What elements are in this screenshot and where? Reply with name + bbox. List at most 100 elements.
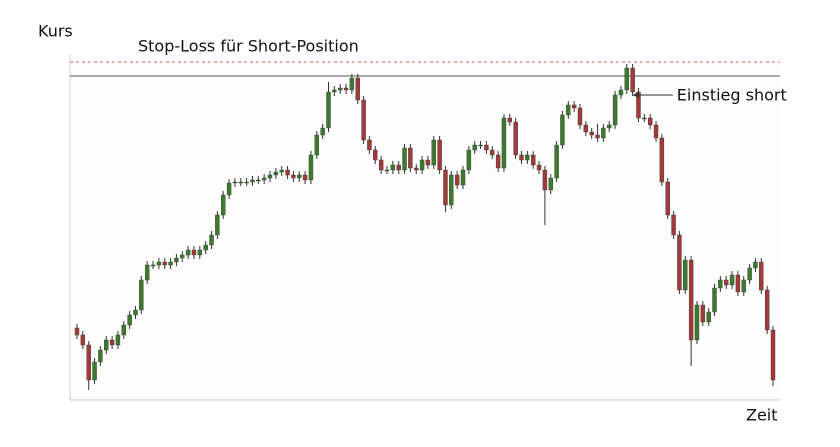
candle-body <box>671 214 676 236</box>
candle-body <box>80 334 86 346</box>
candle-body <box>519 154 524 161</box>
candle-body <box>542 169 548 191</box>
candle-body <box>215 214 220 236</box>
candle-body <box>478 144 483 147</box>
candle-body <box>150 264 156 267</box>
candle-body <box>525 154 530 161</box>
candle-body <box>764 289 770 331</box>
y-axis-label: Kurs <box>38 22 73 41</box>
candle-body <box>636 91 641 119</box>
candle-body <box>548 177 553 191</box>
candle-body <box>729 274 735 286</box>
candle-body <box>747 267 752 281</box>
candle-body <box>285 169 290 176</box>
candle-body <box>320 127 325 136</box>
candle-body <box>531 154 536 166</box>
candle-body <box>250 179 255 183</box>
candle-body <box>308 154 314 181</box>
candle-body <box>174 257 179 263</box>
candle-body <box>665 181 670 216</box>
candle-body <box>536 164 542 171</box>
candle-body <box>314 134 319 156</box>
candle-body <box>209 234 214 246</box>
candle-body <box>261 177 267 181</box>
candle-body <box>98 349 103 363</box>
candle-body <box>221 194 226 216</box>
candle-body <box>653 124 659 139</box>
stop-loss-label: Stop-Loss für Short-Position <box>138 37 359 56</box>
candle-body <box>741 279 746 293</box>
candle-body <box>232 181 238 184</box>
candle-body <box>443 169 448 206</box>
candle-body <box>127 314 132 326</box>
candle-body <box>472 144 477 151</box>
candle-body <box>642 117 647 120</box>
candle-body <box>361 99 366 141</box>
candle-body <box>583 124 589 133</box>
candle-body <box>595 134 600 139</box>
candle-body <box>92 361 97 381</box>
candle-body <box>191 249 197 256</box>
candle-body <box>718 279 723 289</box>
candle-body <box>139 279 144 311</box>
candle-body <box>577 107 583 126</box>
candle-body <box>302 174 308 181</box>
candle-body <box>419 159 425 171</box>
candle-body <box>490 149 495 156</box>
plot-area <box>70 55 780 400</box>
candle-body <box>133 309 138 316</box>
candle-body <box>180 254 185 259</box>
candle-body <box>109 339 115 346</box>
candle-body <box>168 261 173 266</box>
candle-body <box>624 67 629 91</box>
arrow-head <box>632 92 639 98</box>
x-axis-label: Zeit <box>746 406 778 425</box>
candle-body <box>74 327 80 336</box>
candle-body <box>571 104 577 109</box>
candle-body <box>425 159 431 166</box>
candle-body <box>501 117 507 169</box>
candle-body <box>104 339 109 351</box>
candle-body <box>495 154 501 169</box>
candle-body <box>378 159 384 171</box>
candle-body <box>589 131 594 136</box>
candle-body <box>349 77 355 91</box>
candle-body <box>197 249 203 256</box>
candle-body <box>156 261 162 266</box>
candle-body <box>402 147 407 171</box>
candle-body <box>390 164 396 171</box>
candle-body <box>554 144 559 179</box>
candle-body <box>121 324 126 336</box>
candle-body <box>683 259 688 291</box>
candle-body <box>694 304 700 341</box>
candle-body <box>396 164 401 171</box>
candle-body <box>332 89 337 93</box>
candle-body <box>408 147 413 169</box>
candle-body <box>700 304 706 323</box>
candle-body <box>384 169 390 172</box>
candle-body <box>507 117 513 123</box>
candle-body <box>226 182 232 196</box>
candle-body <box>337 87 343 91</box>
candle-body <box>291 174 296 179</box>
candle-body <box>688 259 694 341</box>
candle-body <box>326 91 331 129</box>
candle-body <box>244 181 249 184</box>
candle-body <box>659 137 665 183</box>
candle-body <box>162 261 167 266</box>
candle-body <box>238 181 243 184</box>
candle-body <box>454 174 460 186</box>
candle-body <box>367 139 372 151</box>
candle-body <box>273 171 279 176</box>
candle-body <box>437 139 442 171</box>
candle-body <box>256 179 261 182</box>
candle-body <box>735 274 741 293</box>
candle-body <box>607 124 612 129</box>
candle-body <box>560 114 565 146</box>
candle-body <box>759 261 764 291</box>
candle-body <box>431 139 436 166</box>
candle-body <box>677 234 682 291</box>
candle-body <box>513 121 518 156</box>
candle-body <box>484 144 489 151</box>
candle-body <box>753 261 758 269</box>
